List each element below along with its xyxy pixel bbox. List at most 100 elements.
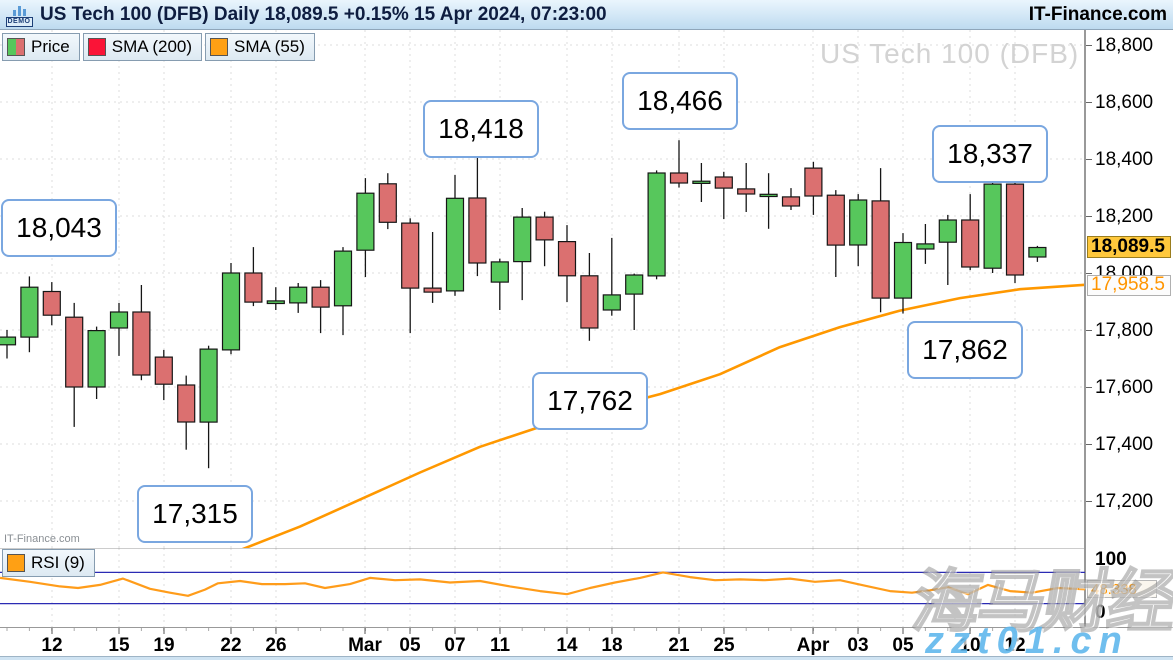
price-axis-tick (1086, 329, 1092, 331)
candle-body (1028, 246, 1047, 258)
time-axis-ticks (6, 628, 1038, 634)
rsi-value-badge: 48.338 (1087, 580, 1157, 599)
rsi-chart-canvas[interactable] (0, 548, 1085, 627)
time-axis-label: 05 (399, 635, 421, 656)
sma55-color-icon (210, 38, 229, 56)
candle-body (445, 197, 465, 292)
candle-body (244, 272, 263, 303)
time-axis-label: 22 (220, 635, 242, 656)
rsi-axis-top-label: 100 (1095, 549, 1127, 570)
candle-body (759, 193, 778, 198)
symbol-watermark: US Tech 100 (DFB) (820, 38, 1080, 69)
candle-body (154, 356, 173, 385)
candle-body (826, 194, 845, 246)
sma55-line (241, 283, 1085, 548)
sma200-color-icon (87, 38, 106, 56)
price-candle-icon (7, 38, 25, 56)
candle-body (961, 219, 980, 268)
price-axis-tick (1086, 386, 1092, 388)
time-axis-label: 18 (601, 635, 623, 656)
price-axis-tick (1086, 101, 1092, 103)
candle-body (132, 311, 151, 376)
price-axis-tick (1086, 215, 1092, 217)
price-annotation-callout: 18,466 (622, 72, 738, 130)
legend-price[interactable]: Price (2, 33, 80, 61)
legend-rsi[interactable]: RSI (9) (2, 549, 95, 577)
price-axis-label: 17,400 (1095, 433, 1154, 455)
rsi-line (0, 571, 1085, 597)
legend-sma55[interactable]: SMA (55) (205, 33, 315, 61)
price-axis-tick (1086, 443, 1092, 445)
candle-body (692, 180, 711, 184)
price-axis-label: 18,400 (1095, 148, 1154, 170)
price-axis-tick (1086, 45, 1092, 46)
price-chart-canvas[interactable] (0, 30, 1085, 548)
time-axis-label: Mar (348, 635, 382, 656)
time-axis-label: 14 (556, 635, 578, 656)
price-annotation-callout: 18,337 (932, 125, 1048, 183)
rsi-color-icon (7, 554, 25, 572)
candle-body (20, 286, 39, 338)
title-bar: DEMO US Tech 100 (DFB) Daily 18,089.5 +0… (0, 0, 1173, 30)
candle-body (468, 197, 487, 264)
candle-body (311, 286, 330, 308)
mini-bars-icon (12, 5, 26, 16)
candle-body (199, 348, 218, 423)
price-axis-label: 17,800 (1095, 319, 1154, 341)
time-axis-label: 05 (892, 635, 914, 656)
time-axis-label: 11 (489, 635, 511, 656)
candle-body (535, 216, 554, 241)
time-axis-label: 07 (444, 635, 466, 656)
legend-sma55-label: SMA (55) (234, 37, 305, 56)
price-axis[interactable]: 18,800 18,600 18,400 18,200 18,000 17,800 17,6… (1085, 30, 1173, 627)
price-axis-label: 18,800 (1095, 35, 1154, 56)
candle-body (221, 272, 241, 351)
price-axis-tick (1086, 500, 1092, 502)
candle-body (266, 300, 285, 305)
time-axis-label: 12 (1004, 635, 1026, 656)
time-axis-label: 15 (108, 635, 130, 656)
time-axis[interactable]: 12 15 19 22 26 Mar 05 07 11 14 18 21 25 Apr 03 05 10 12 (0, 627, 1173, 660)
candle-body (781, 196, 801, 207)
price-axis-tick (1086, 158, 1092, 160)
candle-body (602, 294, 621, 311)
candle-body (0, 336, 17, 346)
sma55-value-badge: 17,958.5 (1087, 274, 1171, 296)
price-annotation-callout: 17,315 (137, 485, 253, 543)
chart-brand-label: IT-Finance.com (4, 533, 80, 545)
candle-body (490, 261, 509, 283)
price-axis-label: 18,600 (1095, 91, 1154, 113)
candle-body (513, 216, 532, 263)
candle-body (804, 167, 823, 197)
candle-body (401, 222, 420, 289)
time-axis-label: 26 (265, 635, 287, 656)
candle-body (423, 287, 442, 293)
time-axis-label: 03 (847, 635, 869, 656)
rsi-axis-bottom-label: 0 (1095, 602, 1106, 623)
legend-sma200-label: SMA (200) (111, 37, 193, 56)
time-axis-label: Apr (796, 635, 830, 656)
window-bottom-edge (0, 656, 1173, 660)
price-annotation-callout: 18,418 (423, 100, 539, 158)
legend-rsi-label: RSI (9) (31, 553, 85, 572)
price-axis-label: 18,200 (1095, 205, 1154, 227)
candle-body (177, 384, 196, 423)
time-axis-label: 21 (668, 635, 690, 656)
brand-label: IT-Finance.com (1028, 3, 1167, 25)
time-axis-label: 19 (153, 635, 175, 656)
candle-body (714, 176, 733, 189)
candle-body (333, 250, 353, 307)
candle-body (289, 286, 308, 304)
price-axis-tick (1086, 272, 1092, 274)
candle-body (893, 241, 913, 299)
candle-body (737, 188, 756, 195)
candle-body (669, 172, 689, 184)
candle-body (938, 219, 957, 243)
candle-body (42, 290, 61, 316)
demo-badge: DEMO (5, 16, 33, 27)
instrument-title: US Tech 100 (DFB) Daily 18,089.5 +0.15% … (40, 3, 607, 25)
time-axis-label: 10 (959, 635, 981, 656)
candle-body (580, 275, 599, 329)
legend-sma200[interactable]: SMA (200) (82, 33, 203, 61)
